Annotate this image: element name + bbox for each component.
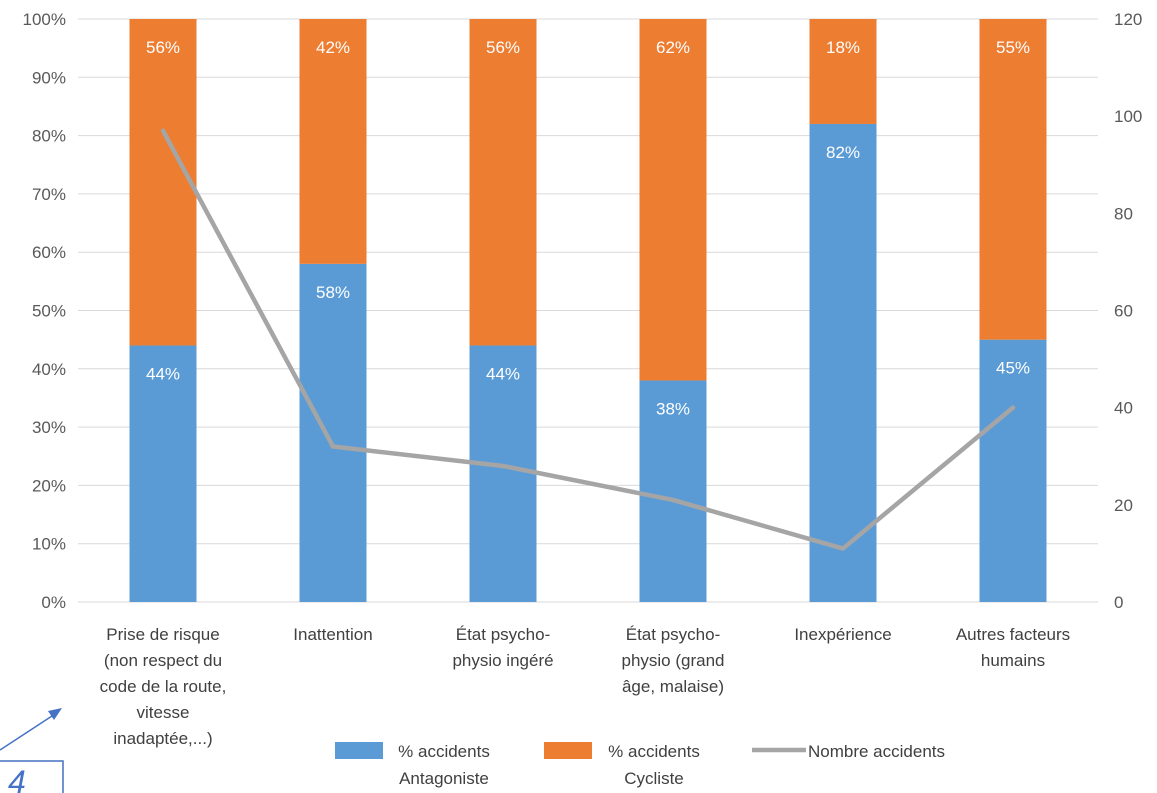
data-label-antagoniste: 45%: [996, 359, 1030, 378]
data-label-antagoniste: 44%: [486, 364, 520, 383]
legend: % accidents Antagoniste % accidents Cyclist…: [335, 742, 945, 788]
data-labels: 44% 56% 58% 42% 44% 56% 38% 62% 82% 18% 45% 55%: [146, 38, 1030, 418]
data-label-antagoniste: 38%: [656, 399, 690, 418]
right-tick-label: 120: [1114, 10, 1142, 29]
data-label-cycliste: 56%: [486, 38, 520, 57]
category-label: État psycho-physio ingéré: [452, 625, 553, 670]
right-tick-label: 60: [1114, 302, 1133, 321]
gridlines: [78, 18, 1098, 603]
left-tick-label: 20%: [32, 476, 66, 495]
right-tick-label: 40: [1114, 399, 1133, 418]
data-label-cycliste: 18%: [826, 38, 860, 57]
bar-antagoniste: [639, 380, 707, 602]
category-label: État psycho-physio (grand âge, malaise): [621, 625, 724, 696]
left-tick-label: 0%: [41, 593, 66, 612]
category-label: Inexpérience: [794, 625, 891, 644]
annotation-box: [0, 760, 64, 793]
right-tick-label: 0: [1114, 593, 1123, 612]
right-axis-ticks: 0 20 40 60 80 100 120: [1114, 10, 1142, 612]
data-label-cycliste: 62%: [656, 38, 690, 57]
bar-cycliste: [299, 19, 367, 264]
bar-cycliste: [469, 19, 537, 346]
left-tick-label: 80%: [32, 127, 66, 146]
bar-cycliste: [809, 19, 877, 124]
left-tick-label: 50%: [32, 302, 66, 321]
right-tick-label: 80: [1114, 204, 1133, 223]
annotation-arrow-head: [48, 708, 62, 720]
right-tick-label: 100: [1114, 107, 1142, 126]
bar-antagoniste: [469, 345, 537, 602]
left-axis-ticks: 0% 10% 20% 30% 40% 50% 60% 70% 80% 90% 100%: [23, 10, 66, 612]
bar-antagoniste: [129, 345, 197, 602]
bar-cycliste: [979, 19, 1047, 340]
left-tick-label: 30%: [32, 418, 66, 437]
legend-cycliste-label: % accidents Cycliste: [608, 742, 700, 788]
category-label: Prise de risque (non respect du code de la…: [100, 625, 227, 748]
annotation-shape: 4: [0, 708, 64, 793]
bar-antagoniste: [299, 263, 367, 602]
category-label: Autres facteurs humains: [956, 625, 1070, 670]
legend-antagoniste-swatch: [335, 742, 383, 759]
legend-nombre-accidents-label: Nombre accidents: [808, 742, 945, 761]
left-tick-label: 100%: [23, 10, 66, 29]
data-label-cycliste: 42%: [316, 38, 350, 57]
line-series: [160, 128, 1016, 551]
annotation-text: 4: [8, 764, 26, 793]
annotation-arrow-line: [0, 715, 53, 751]
bar-antagoniste: [979, 339, 1047, 602]
bar-antagoniste: [809, 123, 877, 602]
legend-antagoniste-label: % accidents Antagoniste: [398, 742, 490, 788]
category-labels: Prise de risque (non respect du code de la…: [100, 625, 1070, 748]
left-tick-label: 70%: [32, 185, 66, 204]
legend-cycliste-swatch: [544, 742, 592, 759]
data-label-antagoniste: 82%: [826, 143, 860, 162]
right-tick-label: 20: [1114, 496, 1133, 515]
bars: [129, 19, 1047, 602]
line-nombre-accidents: [160, 128, 1016, 551]
bar-cycliste: [639, 19, 707, 381]
data-label-cycliste: 56%: [146, 38, 180, 57]
left-tick-label: 10%: [32, 535, 66, 554]
left-tick-label: 90%: [32, 68, 66, 87]
bar-cycliste: [129, 19, 197, 346]
left-tick-label: 40%: [32, 360, 66, 379]
category-label: Inattention: [293, 625, 372, 644]
data-label-antagoniste: 44%: [146, 364, 180, 383]
left-tick-label: 60%: [32, 243, 66, 262]
data-label-cycliste: 55%: [996, 38, 1030, 57]
data-label-antagoniste: 58%: [316, 283, 350, 302]
